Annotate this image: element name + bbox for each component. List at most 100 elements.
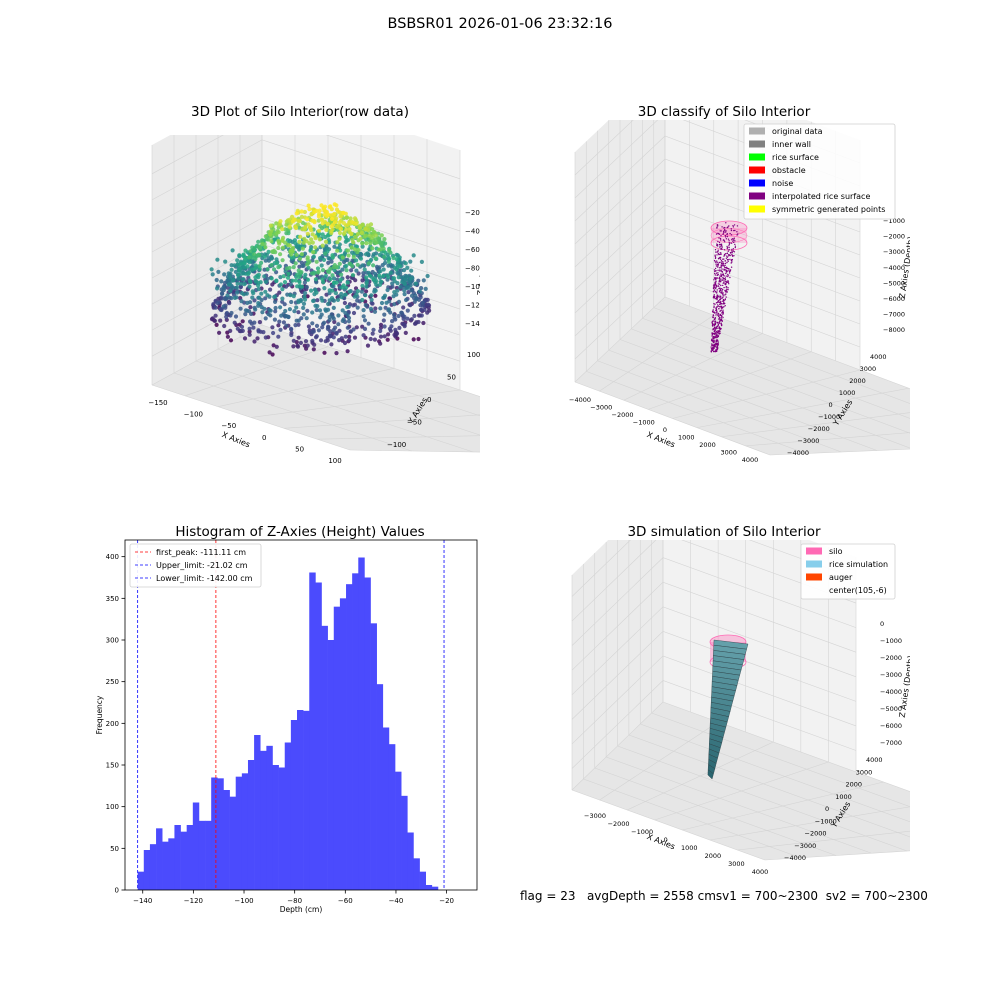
rice-point [713,279,715,281]
rice-point [715,312,717,314]
rice-point [718,303,721,305]
rice-point [721,265,723,267]
histogram-bar [395,771,402,890]
data-point [361,271,366,276]
data-point [373,256,378,261]
data-point [280,287,285,292]
z-tick-label: −4000 [880,688,902,696]
rice-point [723,269,725,271]
y-tick-label: −3000 [797,437,819,445]
rice-point [717,335,719,338]
rice-point [722,284,724,287]
rice-point [715,342,717,344]
rice-point [723,265,725,267]
rice-point [731,250,733,252]
data-point [312,209,317,215]
data-point [324,246,329,251]
data-point [232,263,237,268]
data-point [321,279,326,285]
rice-point [733,229,735,232]
rice-point [718,237,720,239]
data-point [347,289,352,294]
data-point [302,297,308,302]
rice-point [711,334,713,336]
status-footer: flag = 23 avgDepth = 2558 cmsv1 = 700~23… [520,889,928,903]
x-tick-label: 3000 [720,449,737,457]
data-point [269,239,274,244]
z-tick-label: 0 [880,620,884,628]
data-point [296,310,301,315]
data-point [271,343,276,348]
legend-frame [743,123,896,220]
data-point [278,305,283,310]
histogram-bar [211,777,218,890]
data-point [334,331,339,336]
rice-point [722,278,725,280]
rice-point [716,325,719,327]
data-point [263,296,268,301]
rice-point [720,309,722,311]
data-point [257,320,262,325]
data-point [253,307,258,312]
data-point [382,254,387,259]
data-point [386,307,392,312]
data-point [245,264,250,269]
rice-point [725,238,728,240]
rice-point [722,300,724,302]
data-point [272,294,277,300]
data-point [395,270,400,275]
data-point [298,340,303,345]
data-point [270,352,275,357]
rice-point [722,313,724,315]
data-point [356,271,361,276]
rice-point [733,237,735,239]
histogram-bar [358,557,365,890]
x-tick-label: −3000 [590,404,612,412]
data-point [217,330,222,335]
rice-point [717,285,719,287]
rice-point [715,332,717,334]
data-point [240,277,245,282]
data-point [290,278,295,283]
data-point [225,334,230,339]
data-point [294,305,299,310]
data-point [278,327,283,332]
x-tick-label: −1000 [633,419,655,427]
data-point [331,327,336,333]
rice-point [713,286,715,288]
rice-point [718,261,721,264]
data-point [310,240,315,245]
data-point [297,247,302,252]
rice-point [714,287,717,289]
rice-point [717,339,719,342]
data-point [349,231,354,236]
data-point [364,241,369,246]
data-point [406,290,411,295]
data-point [265,293,270,298]
data-point [285,238,290,243]
data-point [314,259,319,264]
rice-point [714,312,716,314]
rice-point [723,280,725,282]
data-point [337,261,342,266]
rice-point [724,305,726,307]
rice-point [717,261,719,264]
data-point [269,256,274,261]
data-point [283,308,288,314]
data-point [306,265,311,270]
data-point [377,252,382,257]
data-point [354,258,359,263]
data-point [239,299,244,304]
y-tick-label: −100 [387,441,406,449]
data-point [278,252,283,257]
data-point [377,273,382,278]
rice-point [727,280,729,282]
grid-line [571,581,857,671]
rice-point [711,339,713,342]
z-tick-label: −7000 [880,739,902,747]
rice-point [711,335,713,337]
data-point [326,260,331,265]
rice-point [719,252,721,254]
rice-point [719,290,721,292]
data-point [289,299,294,305]
